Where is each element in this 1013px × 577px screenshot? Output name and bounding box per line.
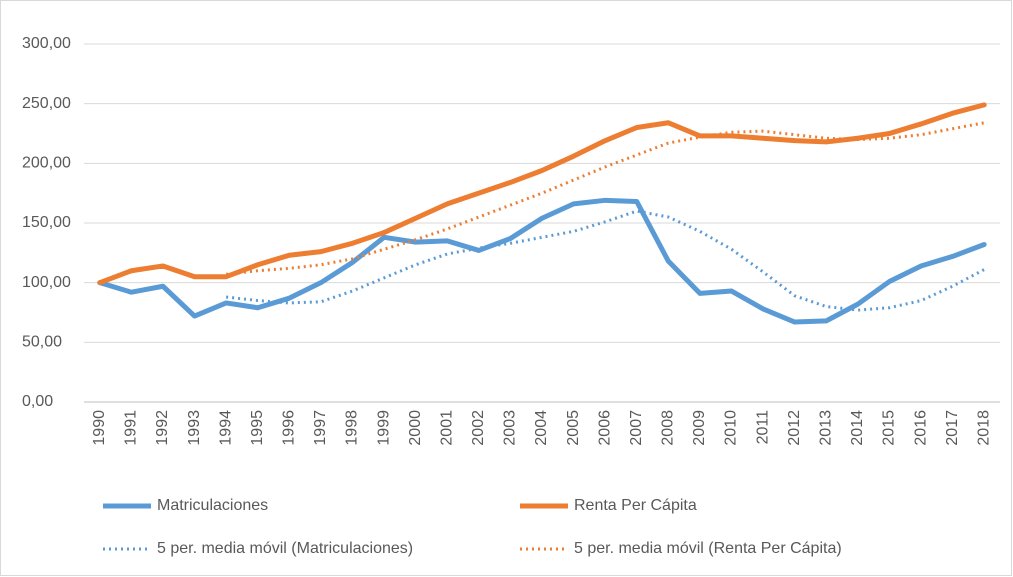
x-tick-label: 1997: [312, 410, 329, 446]
x-tick-label: 1993: [186, 410, 203, 446]
x-tick-label: 2005: [565, 410, 582, 446]
legend-label: Renta Per Cápita: [574, 497, 697, 514]
series-line: [225, 121, 985, 276]
x-tick-label: 1996: [281, 410, 298, 446]
y-tick-label: 250,00: [22, 95, 71, 112]
y-tick-label: 300,00: [22, 35, 71, 52]
x-tick-label: 2002: [470, 410, 487, 446]
x-tick-label: 2012: [786, 410, 803, 446]
x-tick-label: 2014: [849, 410, 866, 446]
y-tick-label: 0,00: [22, 393, 53, 410]
legend-label: 5 per. media móvil (Matriculaciones): [157, 540, 413, 557]
x-tick-label: 2000: [407, 410, 424, 446]
x-tick-label: 2009: [691, 410, 708, 446]
x-tick-label: 2016: [912, 410, 929, 446]
x-tick-label: 2013: [817, 410, 834, 446]
x-tick-label: 1994: [217, 410, 234, 446]
x-tick-label: 1998: [344, 410, 361, 446]
x-tick-label: 2008: [660, 410, 677, 446]
x-tick-label: 1991: [123, 410, 140, 446]
y-tick-label: 50,00: [22, 334, 62, 351]
series-line: [225, 209, 985, 312]
x-tick-label: 2007: [628, 410, 645, 446]
x-tick-label: 2010: [723, 410, 740, 446]
x-tick-label: 1990: [91, 410, 108, 446]
x-tick-label: 2011: [754, 410, 771, 445]
legend-label: Matriculaciones: [157, 497, 268, 514]
x-tick-label: 2017: [944, 410, 961, 446]
y-tick-label: 200,00: [22, 155, 71, 172]
x-tick-label: 2003: [502, 410, 519, 446]
x-tick-label: 2004: [533, 410, 550, 446]
series-line: [97, 102, 987, 286]
legend-label: 5 per. media móvil (Renta Per Cápita): [574, 540, 842, 557]
y-tick-label: 100,00: [22, 274, 71, 291]
x-tick-label: 1995: [249, 410, 266, 446]
x-tick-label: 2018: [975, 410, 992, 446]
x-tick-label: 2015: [881, 410, 898, 446]
series-line: [97, 197, 987, 325]
x-tick-label: 2006: [596, 410, 613, 446]
x-tick-label: 1999: [375, 410, 392, 446]
x-tick-label: 2001: [438, 410, 455, 446]
x-tick-label: 1992: [154, 410, 171, 446]
y-tick-label: 150,00: [22, 214, 71, 231]
